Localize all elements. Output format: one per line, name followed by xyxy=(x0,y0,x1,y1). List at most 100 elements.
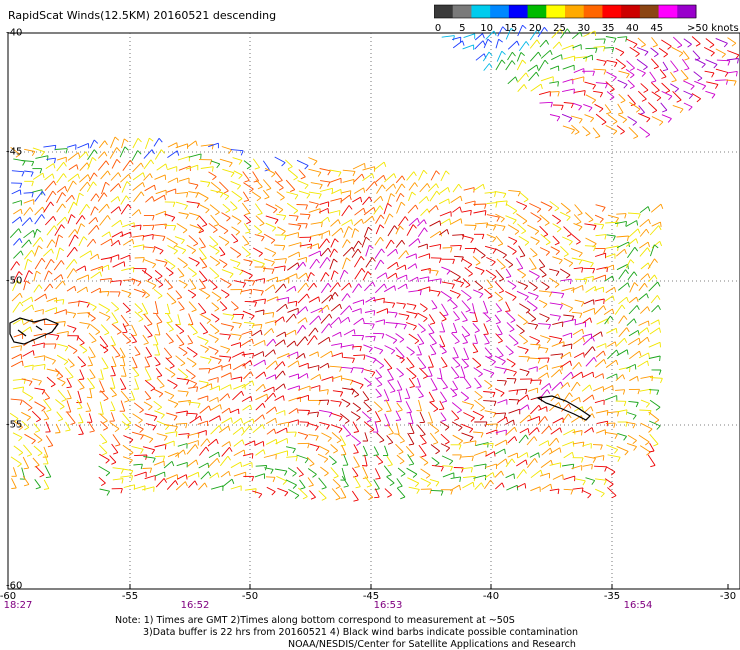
wind-barb xyxy=(89,323,101,335)
wind-barb xyxy=(516,201,528,211)
wind-barb xyxy=(505,426,518,436)
wind-barb xyxy=(494,314,501,325)
wind-barb xyxy=(474,40,486,50)
wind-barb xyxy=(111,488,123,494)
wind-barb xyxy=(253,351,265,357)
wind-barb xyxy=(494,482,505,490)
wind-barb xyxy=(165,431,178,437)
wind-barb xyxy=(88,422,95,433)
wind-barb xyxy=(595,204,606,212)
wind-barb xyxy=(143,149,155,159)
wind-barb xyxy=(428,205,439,213)
wind-barb xyxy=(11,189,22,195)
wind-barb xyxy=(332,478,341,490)
wind-barb xyxy=(507,436,518,444)
wind-barb xyxy=(21,217,33,227)
wind-barb xyxy=(351,490,359,502)
wind-barb xyxy=(188,386,199,392)
wind-barb xyxy=(143,259,157,269)
wind-barb xyxy=(131,278,142,287)
wind-barb xyxy=(232,157,243,165)
wind-barb xyxy=(143,173,153,181)
wind-barb xyxy=(46,368,60,377)
wind-barb xyxy=(383,465,392,477)
wind-barb xyxy=(21,296,34,304)
wind-barb xyxy=(496,258,506,270)
wind-barb xyxy=(263,453,277,460)
wind-barb xyxy=(286,446,296,454)
wind-barb xyxy=(527,322,539,330)
wind-barb xyxy=(538,323,552,330)
wind-barb xyxy=(375,369,383,380)
wind-barb xyxy=(309,315,322,326)
wind-barb xyxy=(396,264,407,271)
wind-barb xyxy=(286,191,299,200)
wind-barb xyxy=(473,431,484,438)
wind-barb xyxy=(353,354,366,360)
wind-barb xyxy=(164,390,175,400)
wind-barb xyxy=(296,454,309,464)
wind-barb xyxy=(563,102,574,109)
wind-barb xyxy=(295,353,306,360)
wind-barb xyxy=(33,445,43,457)
wind-barb xyxy=(486,214,500,222)
wind-barb xyxy=(46,297,58,303)
wind-barb xyxy=(121,138,129,149)
wind-barb xyxy=(23,270,33,283)
wind-barb xyxy=(120,173,132,183)
wind-barb xyxy=(354,256,365,268)
wind-barb xyxy=(363,207,376,216)
wind-barb xyxy=(199,322,209,335)
wind-barb xyxy=(692,50,701,61)
wind-barb xyxy=(308,296,321,303)
wind-barb xyxy=(551,28,564,39)
wind-barb xyxy=(274,180,284,191)
wind-barb xyxy=(431,300,438,310)
wind-barb xyxy=(209,364,223,371)
wind-barb xyxy=(276,191,285,201)
wind-barb xyxy=(585,47,598,54)
wind-barb xyxy=(518,41,530,52)
wind-barb xyxy=(330,197,342,204)
wind-barb xyxy=(219,393,231,402)
wind-barb xyxy=(308,191,322,199)
wind-barb xyxy=(406,357,415,369)
wind-barb xyxy=(540,233,551,246)
wind-barb xyxy=(263,267,275,274)
wind-barb xyxy=(221,146,232,154)
wind-barb xyxy=(121,421,130,431)
wind-barb xyxy=(13,333,24,339)
wind-barb xyxy=(342,178,355,185)
wind-barb xyxy=(331,227,344,237)
wind-barb xyxy=(155,368,163,378)
wind-barb xyxy=(296,336,309,347)
wind-barb xyxy=(34,257,46,270)
wind-barb xyxy=(286,340,297,348)
wind-barb xyxy=(134,303,143,314)
wind-barb xyxy=(496,458,508,467)
wind-barb xyxy=(286,455,298,462)
wind-barb xyxy=(143,325,153,338)
wind-barb xyxy=(22,304,35,313)
wind-barb xyxy=(405,253,417,259)
wind-barb xyxy=(626,38,638,49)
wind-barb xyxy=(603,385,614,391)
wind-barb xyxy=(562,343,573,349)
wind-barb xyxy=(166,321,174,332)
wind-barb xyxy=(497,399,508,405)
wind-barb xyxy=(90,271,102,279)
wind-barb xyxy=(727,70,738,77)
wind-barb xyxy=(42,248,54,257)
wind-barb xyxy=(308,168,322,177)
pass-time-label: 18:27 xyxy=(3,600,33,611)
wind-barb xyxy=(231,226,240,236)
wind-barb xyxy=(264,167,276,178)
wind-barb xyxy=(495,38,503,49)
colorbar-swatch xyxy=(639,5,660,18)
wind-barb xyxy=(485,269,497,281)
wind-barb xyxy=(416,399,422,412)
wind-barb xyxy=(605,466,616,476)
wind-barb xyxy=(155,455,166,462)
wind-barb xyxy=(716,59,731,66)
wind-barb xyxy=(133,288,146,298)
